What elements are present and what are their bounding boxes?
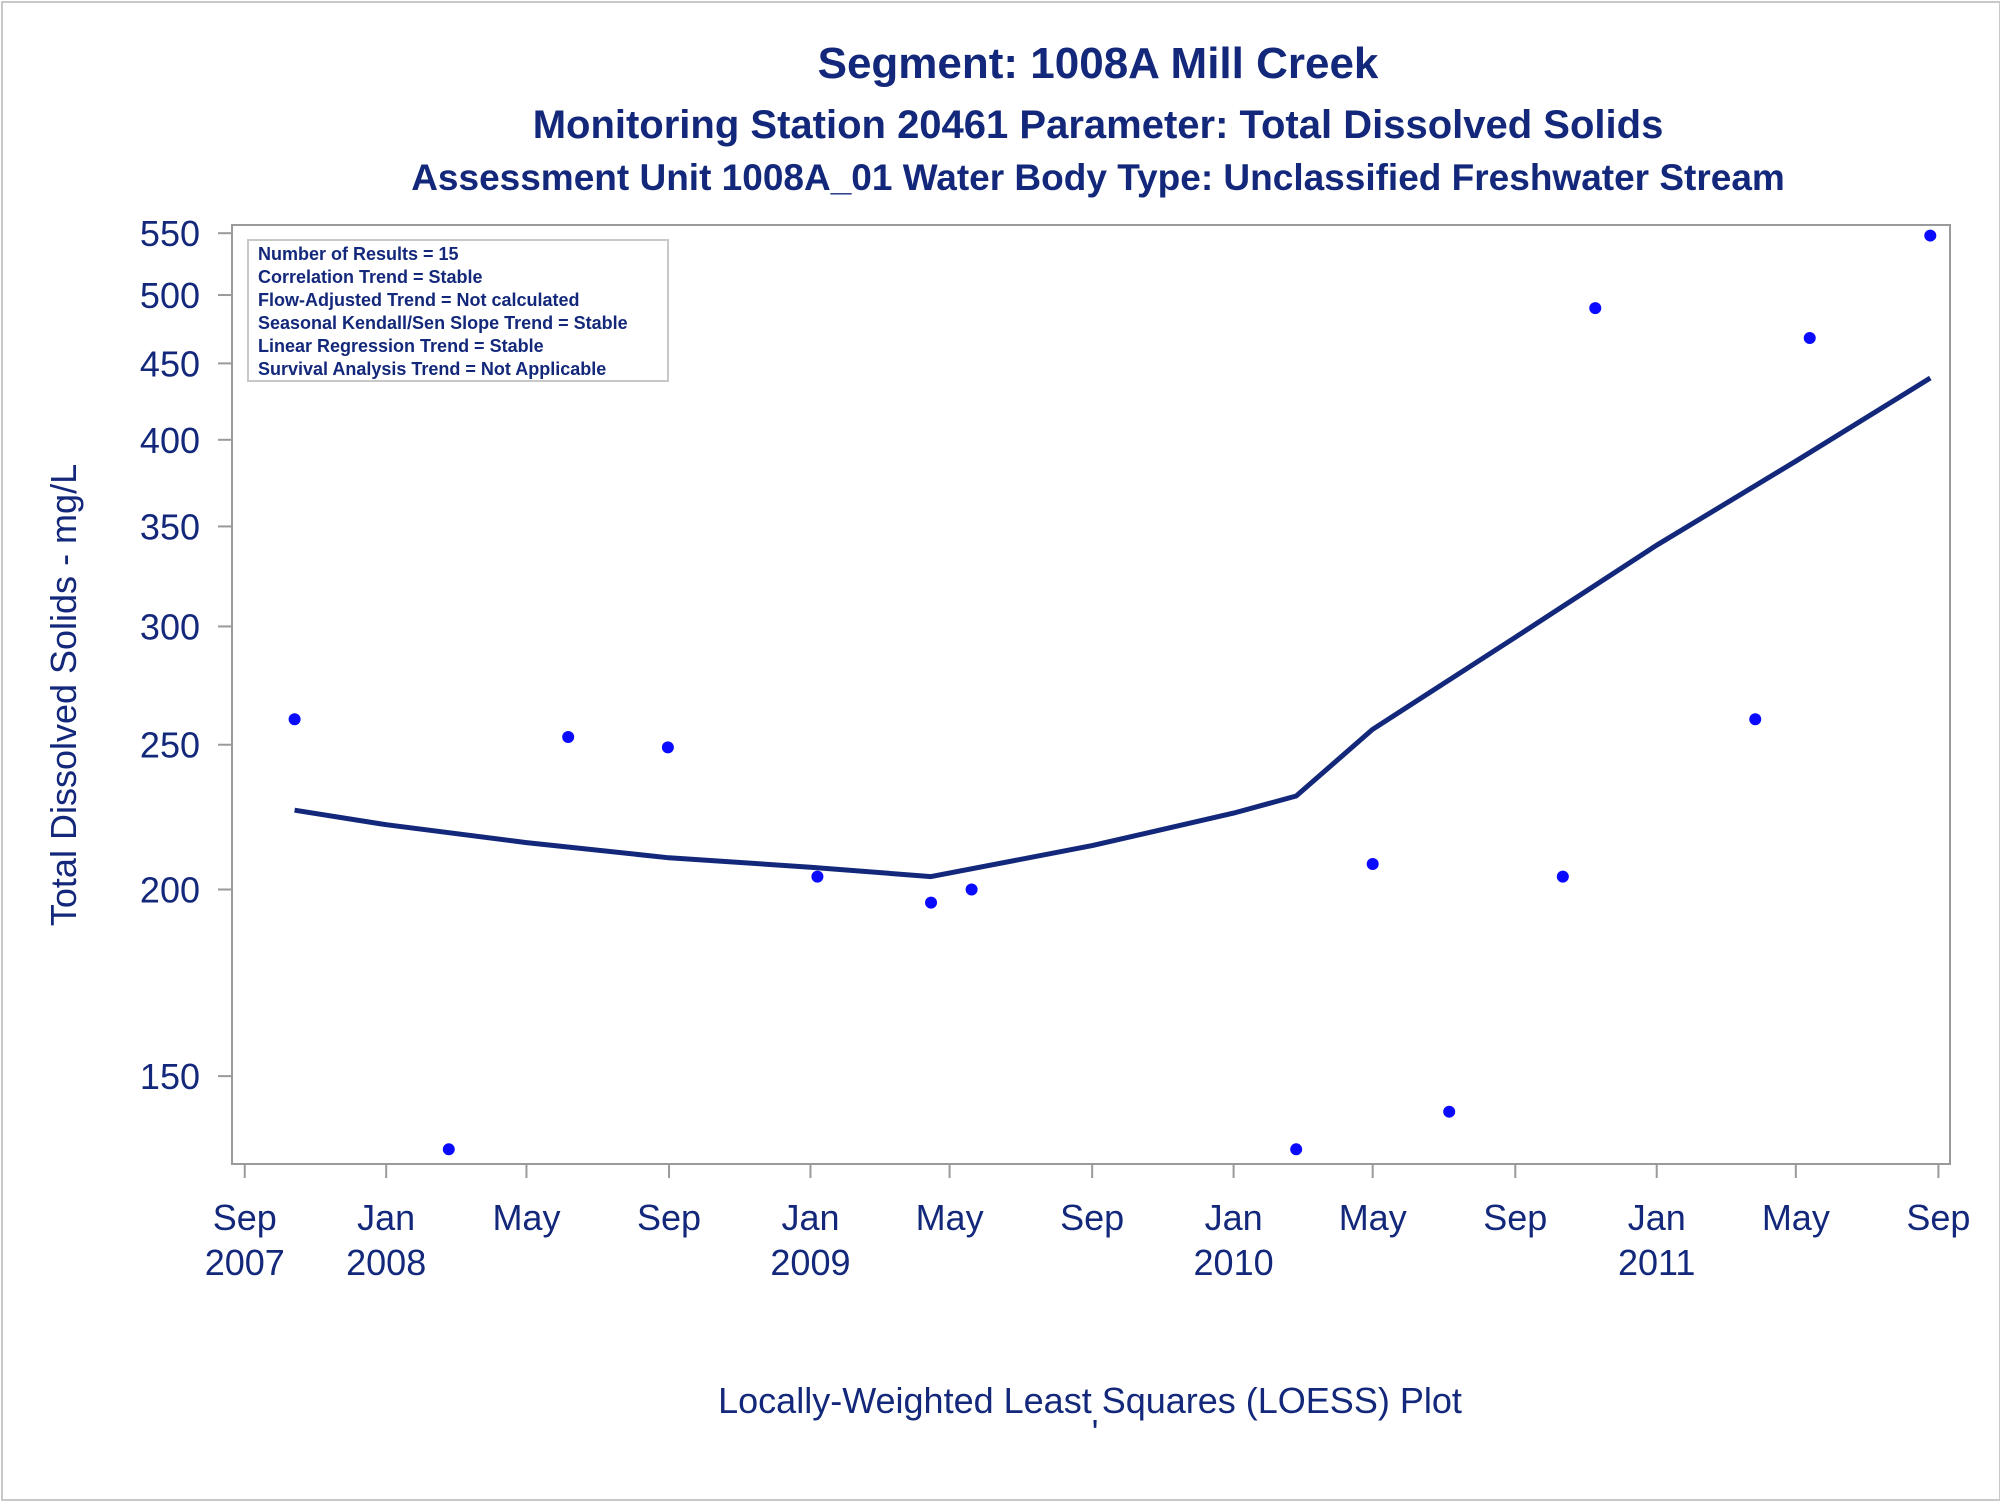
data-point: [925, 896, 938, 909]
stats-box-border: [247, 239, 669, 382]
data-point: [1589, 302, 1602, 315]
data-point: [288, 713, 301, 726]
data-point: [1290, 1143, 1303, 1156]
x-tick-label-month: May: [492, 1197, 560, 1238]
y-tick-label: 550: [140, 213, 200, 254]
stats-line-seasonal-kendall: Seasonal Kendall/Sen Slope Trend = Stabl…: [258, 313, 628, 333]
y-tick-label: 500: [140, 275, 200, 316]
x-tick-label-month: Jan: [1205, 1197, 1263, 1238]
x-tick-label-year: 2008: [346, 1242, 426, 1283]
chart-title: Segment: 1008A Mill Creek: [818, 39, 1379, 88]
x-tick-label-month: Sep: [1483, 1197, 1547, 1238]
x-tick-label-month: Sep: [1906, 1197, 1970, 1238]
y-tick-label: 350: [140, 506, 200, 547]
stats-line-results: Number of Results = 15: [258, 244, 459, 264]
stats-line-linear-regression: Linear Regression Trend = Stable: [258, 336, 544, 356]
data-point: [1443, 1105, 1456, 1118]
loess-trend-line: [294, 375, 1932, 880]
y-axis-label: Total Dissolved Solids - mg/L: [43, 464, 84, 926]
data-point: [562, 730, 575, 743]
data-point: [1749, 713, 1762, 726]
y-tick-label: 150: [140, 1056, 200, 1097]
x-tick-label-month: May: [1762, 1197, 1830, 1238]
x-tick-label-month: May: [916, 1197, 984, 1238]
x-tick-label-month: Jan: [357, 1197, 415, 1238]
x-tick-label-month: May: [1339, 1197, 1407, 1238]
x-tick-label-year: 2007: [205, 1242, 285, 1283]
data-point: [811, 870, 824, 883]
footnote: Locally-Weighted Least Squares (LOESS) P…: [718, 1380, 1462, 1421]
stats-line-correlation: Correlation Trend = Stable: [258, 267, 483, 287]
data-point: [1366, 858, 1379, 871]
data-point: [965, 883, 978, 896]
x-tick-label-month: Sep: [213, 1197, 277, 1238]
stats-line-flow-adjusted: Flow-Adjusted Trend = Not calculated: [258, 290, 580, 310]
data-point: [1803, 331, 1816, 344]
x-tick-label-month: Jan: [781, 1197, 839, 1238]
data-points: [288, 229, 1937, 1156]
footnote-mark: ': [1092, 1412, 1099, 1453]
data-point: [661, 741, 674, 754]
stats-line-survival: Survival Analysis Trend = Not Applicable: [258, 359, 606, 379]
y-tick-label: 400: [140, 420, 200, 461]
y-axis: 150 200 250 300 350 400 450 500 550: [140, 213, 232, 1097]
data-point: [1556, 870, 1569, 883]
data-point: [442, 1143, 455, 1156]
x-tick-label-month: Sep: [637, 1197, 701, 1238]
chart-subtitle-2: Assessment Unit 1008A_01 Water Body Type…: [411, 157, 1785, 198]
plot-area: [231, 224, 1951, 1165]
x-tick-label-year: 2010: [1194, 1242, 1274, 1283]
x-tick-label-year: 2011: [1618, 1242, 1695, 1283]
y-tick-label: 250: [140, 725, 200, 766]
x-tick-label-month: Jan: [1628, 1197, 1686, 1238]
y-tick-label: 200: [140, 869, 200, 910]
x-tick-label-month: Sep: [1060, 1197, 1124, 1238]
stats-box: Number of Results = 15 Correlation Trend…: [247, 239, 669, 382]
y-tick-label: 450: [140, 343, 200, 384]
y-tick-label: 300: [140, 606, 200, 647]
chart-subtitle: Monitoring Station 20461 Parameter: Tota…: [533, 103, 1664, 147]
data-point: [1924, 229, 1937, 242]
x-tick-label-year: 2009: [770, 1242, 850, 1283]
